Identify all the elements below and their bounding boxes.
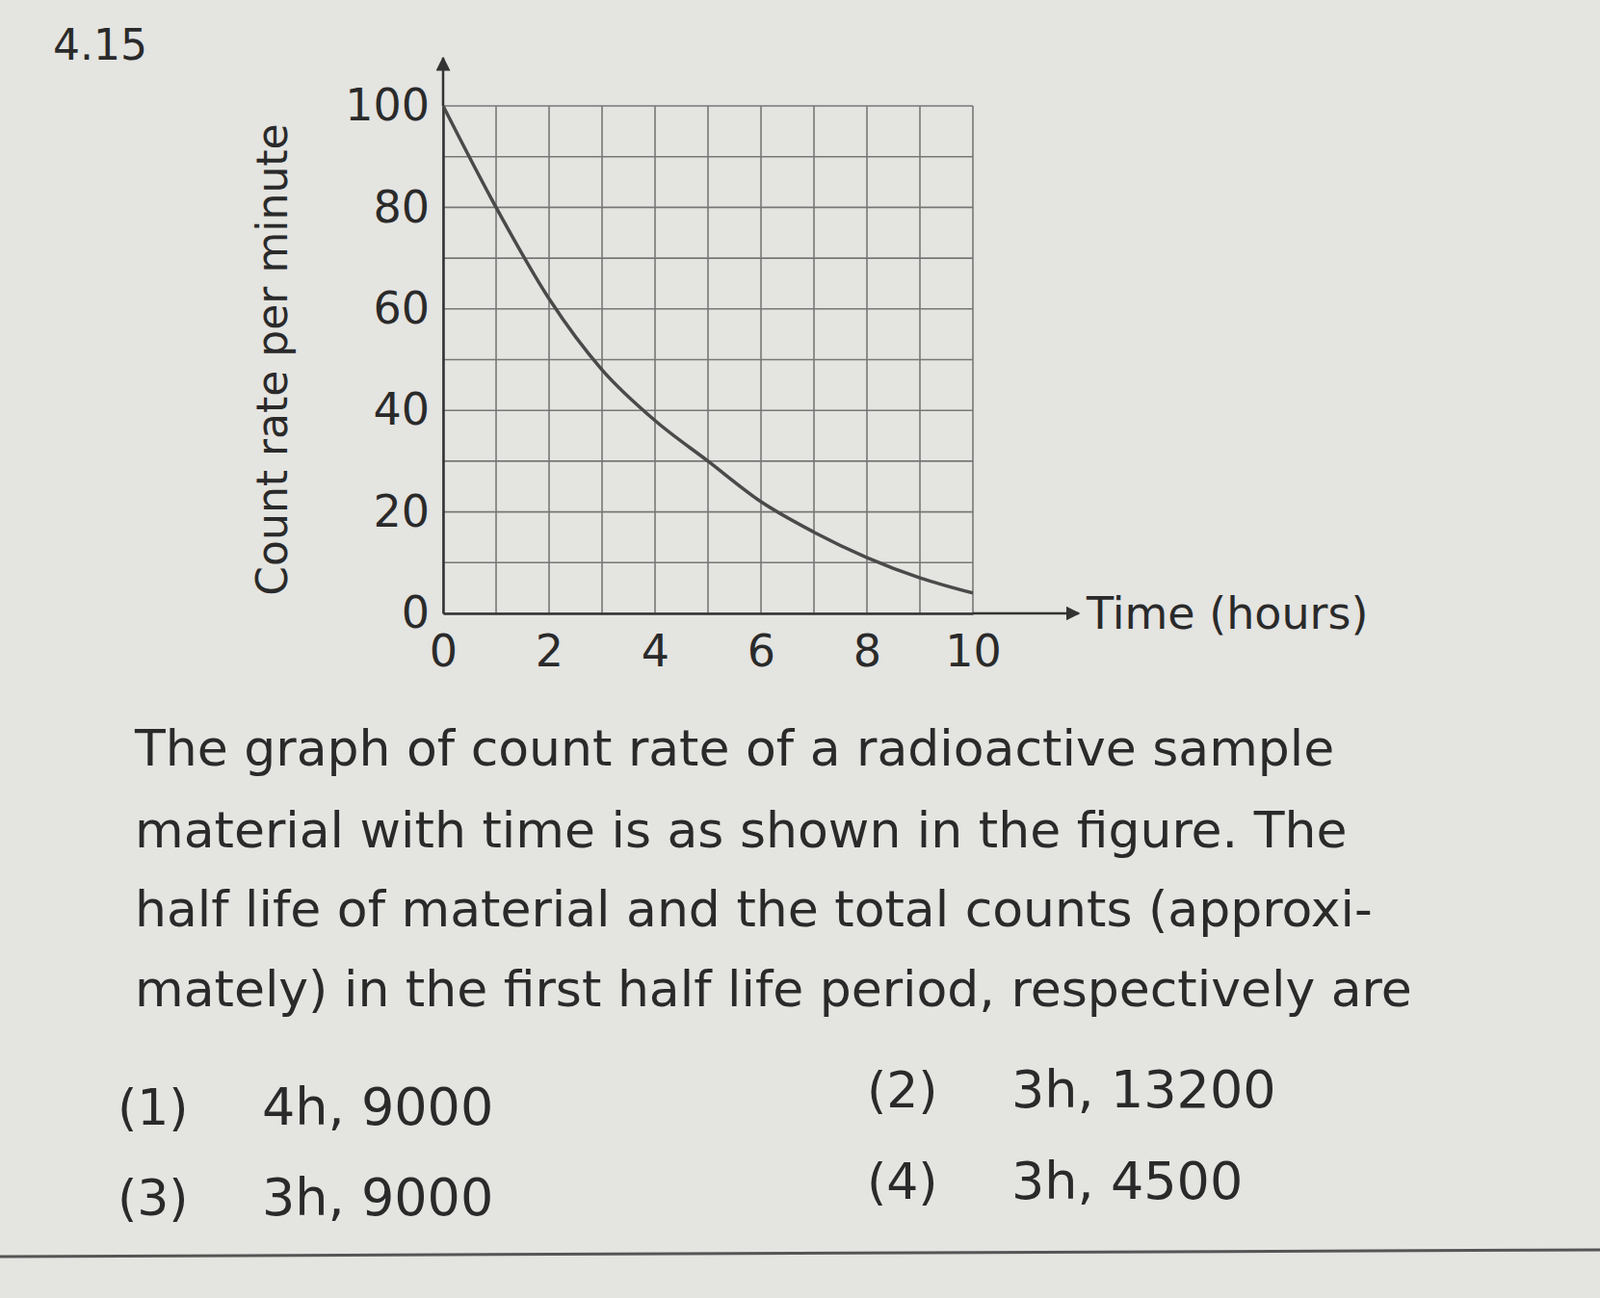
question-text: mately) in the first half life period, r… xyxy=(134,960,1413,1019)
grid-line-y xyxy=(443,612,973,615)
tick-label: 80 xyxy=(372,181,430,234)
tick: 10 xyxy=(944,613,1002,678)
tick: 40 xyxy=(372,383,444,436)
question-text: half life of material and the total coun… xyxy=(134,880,1373,939)
grid-line-x xyxy=(442,105,445,614)
tick: 8 xyxy=(853,613,882,678)
tick-label: 4 xyxy=(641,625,670,678)
tick: 60 xyxy=(372,282,444,335)
axis-line xyxy=(444,612,974,616)
tick: 6 xyxy=(747,613,776,678)
grid-line-y xyxy=(443,409,973,412)
grid-line-y xyxy=(443,511,973,514)
tick-label: 0 xyxy=(401,586,430,639)
tick: 2 xyxy=(535,613,564,678)
option-number: (1) xyxy=(117,1078,189,1137)
grid-line-y xyxy=(443,104,973,107)
tick-label: 8 xyxy=(853,625,882,678)
curve xyxy=(443,105,973,594)
tick-label: 2 xyxy=(535,625,564,678)
tick: 100 xyxy=(344,78,444,132)
axis-line xyxy=(442,106,446,615)
x-axis-title: Time (hours) xyxy=(1085,587,1368,640)
question-text: material with time is as shown in the fi… xyxy=(134,801,1347,860)
grid-line-y xyxy=(443,156,973,158)
plot-area xyxy=(443,105,973,594)
tick-label: 100 xyxy=(344,78,430,132)
option-text: 4h, 9000 xyxy=(262,1076,494,1138)
tick: 0 xyxy=(429,613,458,678)
option-text: 3h, 13200 xyxy=(1011,1059,1277,1121)
y-axis: 0 20 40 60 80 100 xyxy=(344,78,444,639)
question-number: 4.15 xyxy=(52,20,148,70)
option-text: 3h, 4500 xyxy=(1011,1151,1243,1212)
tick-label: 60 xyxy=(372,282,430,335)
y-arrow xyxy=(442,57,446,106)
grid xyxy=(443,105,973,614)
page: 4.150246810020406080100Time (hours)Count… xyxy=(0,0,1600,1298)
tick-label: 6 xyxy=(747,625,776,678)
grid-line-y xyxy=(443,561,973,564)
option-number: (2) xyxy=(866,1061,939,1120)
tick-label: 0 xyxy=(429,625,458,678)
question-text: The graph of count rate of a radioactive… xyxy=(133,719,1335,778)
rule xyxy=(0,1250,1600,1258)
option-number: (4) xyxy=(866,1153,939,1211)
option-text: 3h, 9000 xyxy=(262,1167,494,1229)
x-arrow xyxy=(972,612,1079,616)
grid-line-y xyxy=(443,308,973,311)
grid-line-y xyxy=(443,207,973,210)
y-axis-title: Count rate per minute xyxy=(247,123,297,596)
tick: 80 xyxy=(372,181,444,234)
tick: 0 xyxy=(401,586,444,639)
tick-label: 40 xyxy=(372,383,430,436)
option-number: (3) xyxy=(117,1169,189,1228)
tick: 20 xyxy=(372,485,444,538)
tick: 4 xyxy=(641,613,670,678)
tick-label: 20 xyxy=(372,485,430,538)
tick-label: 10 xyxy=(944,625,1002,678)
x-axis: 0 2 4 6 8 10 xyxy=(429,613,1002,678)
grid-line-y xyxy=(443,359,973,362)
